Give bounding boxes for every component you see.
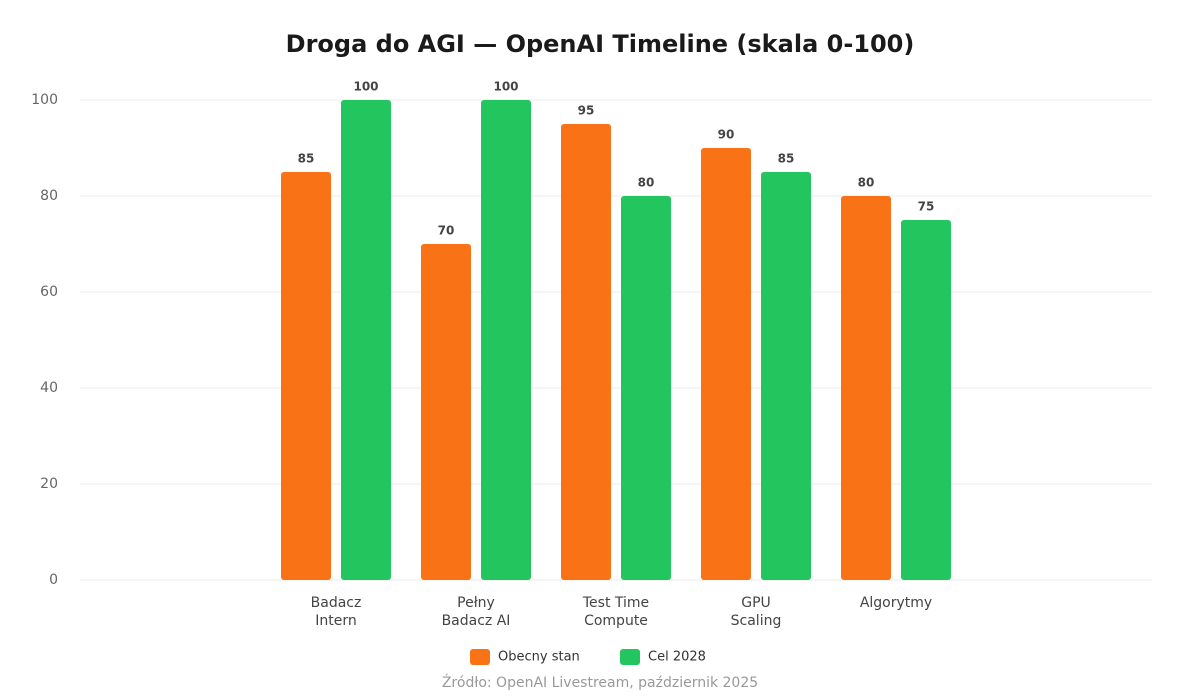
x-tick-line: Intern	[315, 613, 357, 629]
x-tick-line: Test Time	[582, 595, 649, 611]
x-tick-line: Scaling	[731, 613, 782, 629]
value-label: 70	[438, 224, 455, 238]
legend-label: Obecny stan	[498, 650, 580, 665]
x-tick-line: Badacz AI	[442, 613, 511, 629]
legend-label: Cel 2028	[648, 650, 706, 665]
x-tick-line: Compute	[584, 613, 648, 629]
bar	[341, 100, 391, 580]
value-label: 100	[353, 80, 378, 94]
y-tick-label: 0	[49, 572, 58, 588]
value-label: 100	[493, 80, 518, 94]
legend-swatch	[470, 649, 490, 665]
value-label: 85	[298, 152, 315, 166]
x-tick-label: Algorytmy	[860, 595, 932, 611]
bar	[281, 172, 331, 580]
y-tick-label: 20	[40, 476, 58, 492]
x-tick-line: GPU	[741, 595, 771, 611]
bar	[621, 196, 671, 580]
bar	[701, 148, 751, 580]
x-tick-line: Algorytmy	[860, 595, 932, 611]
bar	[901, 220, 951, 580]
x-tick-line: Pełny	[457, 595, 495, 611]
value-label: 95	[578, 104, 595, 118]
x-tick-label: Pełny Badacz AI	[442, 595, 511, 629]
value-label: 90	[718, 128, 735, 142]
y-tick-label: 40	[40, 380, 58, 396]
value-label: 75	[918, 200, 935, 214]
x-tick-label: Test Time Compute	[582, 595, 649, 629]
bar	[481, 100, 531, 580]
value-label: 85	[778, 152, 795, 166]
y-tick-label: 100	[31, 92, 58, 108]
y-tick-label: 60	[40, 284, 58, 300]
chart-title: Droga do AGI — OpenAI Timeline (skala 0-…	[286, 30, 915, 58]
bar	[761, 172, 811, 580]
legend-swatch	[620, 649, 640, 665]
x-tick-label: Badacz Intern	[311, 595, 362, 629]
x-tick-line: Badacz	[311, 595, 362, 611]
value-label: 80	[858, 176, 875, 190]
value-label: 80	[638, 176, 655, 190]
bar	[561, 124, 611, 580]
y-tick-label: 80	[40, 188, 58, 204]
bar	[841, 196, 891, 580]
bar	[421, 244, 471, 580]
x-tick-label: GPU Scaling	[731, 595, 782, 629]
source: Źródło: OpenAI Livestream, październik 2…	[442, 673, 758, 691]
